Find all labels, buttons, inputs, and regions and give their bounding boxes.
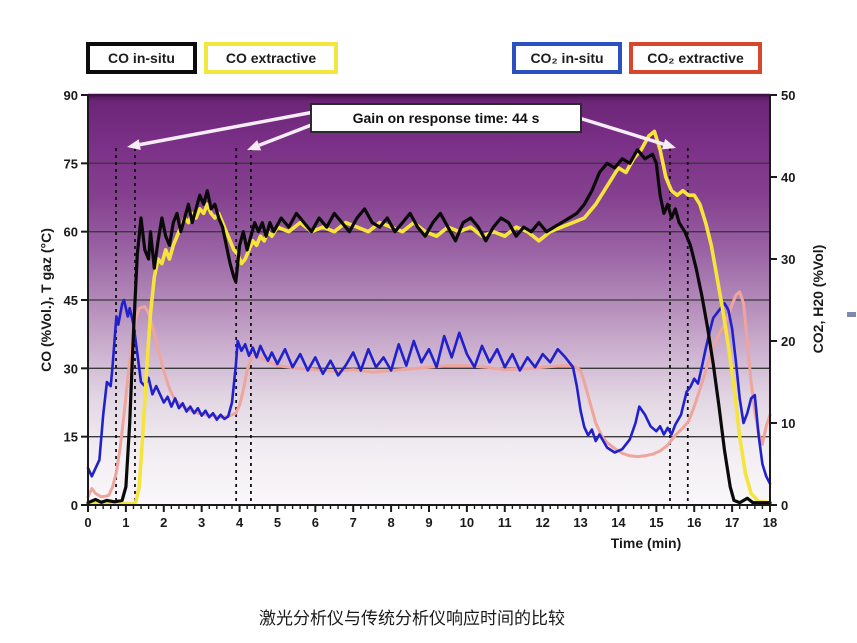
tick-label: 15: [64, 430, 78, 445]
tick-label: 6: [312, 515, 319, 530]
tick-label: 11: [498, 515, 512, 530]
callout-arrow-line: [575, 115, 665, 146]
response-time-callout-text: Gain on response time: 44 s: [352, 110, 540, 126]
tick-label: 17: [725, 515, 739, 530]
legend-co-extractive: CO extractive: [204, 42, 338, 74]
figure-caption: 激光分析仪与传统分析仪响应时间的比较: [259, 609, 565, 628]
tick-label: 30: [64, 361, 78, 376]
tick-label: 4: [236, 515, 244, 530]
tick-label: 12: [535, 515, 549, 530]
tick-label: 0: [84, 515, 91, 530]
legend-co2-insitu: CO₂ in-situ: [512, 42, 622, 74]
response-time-callout: Gain on response time: 44 s: [310, 103, 582, 133]
callout-arrow-line: [258, 122, 315, 147]
tick-label: 40: [781, 170, 795, 185]
callout-arrow-head: [661, 138, 676, 150]
series-co2-extractive: [86, 290, 772, 499]
tick-label: 10: [460, 515, 474, 530]
tick-label: 0: [781, 498, 788, 513]
legend-co-extractive-label: CO extractive: [225, 50, 317, 66]
tick-label: 90: [64, 88, 78, 103]
tick-label: 18: [763, 515, 777, 530]
tick-label: 16: [687, 515, 701, 530]
series-co2-in-situ: [86, 298, 772, 486]
tick-label: 7: [350, 515, 357, 530]
legend-co2-extractive: CO₂ extractive: [629, 42, 762, 74]
tick-label: 15: [649, 515, 663, 530]
tick-label: 10: [781, 416, 795, 431]
tick-label: 9: [425, 515, 432, 530]
tick-label: 14: [611, 515, 626, 530]
tick-label: 1: [122, 515, 129, 530]
tick-label: 0: [71, 498, 78, 513]
tick-label: 2: [160, 515, 167, 530]
series-co-extractive: [86, 129, 772, 506]
y-right-axis-title: CO2, H20 (%Vol): [810, 244, 826, 354]
callout-arrow-line: [139, 110, 315, 147]
y-left-axis-title: CO (%Vol.), T gaz (°C): [38, 228, 54, 372]
legend-co2-extractive-label: CO₂ extractive: [647, 50, 744, 66]
tick-label: 75: [64, 156, 78, 171]
callout-arrow-head: [247, 140, 262, 151]
legend-co2-insitu-label: CO₂ in-situ: [530, 50, 604, 66]
tick-label: 8: [387, 515, 394, 530]
series-co-in-situ: [86, 148, 772, 505]
tick-label: 30: [781, 252, 795, 267]
tick-label: 3: [198, 515, 205, 530]
tick-label: 13: [573, 515, 587, 530]
callout-arrow-head: [127, 139, 141, 151]
tick-label: 20: [781, 334, 795, 349]
tick-label: 45: [64, 293, 78, 308]
legend-co-insitu-label: CO in-situ: [108, 50, 175, 66]
tick-label: 60: [64, 225, 78, 240]
legend-co-insitu: CO in-situ: [86, 42, 197, 74]
tick-label: 5: [274, 515, 281, 530]
edge-artifact-mark: [847, 312, 856, 317]
x-axis-title: Time (min): [610, 535, 682, 551]
tick-label: 50: [781, 88, 795, 103]
